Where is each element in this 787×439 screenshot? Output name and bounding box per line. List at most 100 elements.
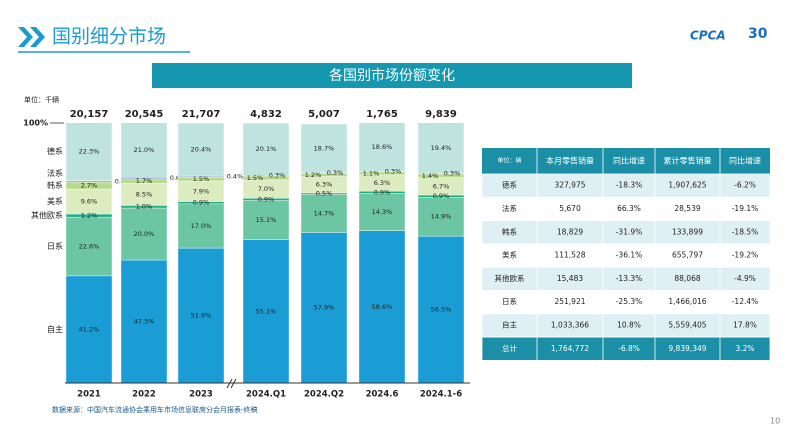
badge: 30 (748, 26, 768, 42)
segment-label: 0.5% (316, 190, 333, 198)
table-header: 同比增速 (729, 156, 761, 166)
bar-segment (417, 122, 465, 174)
series-name: 法系 (47, 168, 63, 178)
table-cell: 251,921 (554, 297, 585, 306)
bar-segment (65, 122, 113, 181)
x-tick-label: 2021 (77, 390, 101, 400)
table-cell: 327,975 (554, 181, 585, 190)
segment-label: 1.2% (305, 171, 322, 179)
chart-banner (152, 63, 632, 88)
segment-label: 7.0% (258, 185, 275, 193)
x-tick-label: 2023 (189, 390, 213, 400)
segment-label: 21.0% (134, 146, 155, 154)
total-label: 20,545 (125, 109, 164, 120)
segment-label: 0.3% (385, 167, 402, 175)
table-cell: 总计 (502, 343, 517, 353)
bar-segment (65, 275, 113, 384)
table-cell: 日系 (502, 296, 517, 306)
series-name: 日系 (47, 241, 63, 251)
bar-segment (242, 239, 290, 384)
table-cell: -25.3% (616, 297, 643, 306)
segment-label: 0.9% (374, 188, 391, 196)
table-cell: 655,797 (672, 251, 703, 260)
bar-segment (242, 200, 290, 240)
table-cell: -6.2% (734, 181, 756, 190)
segment-label: 1.5% (247, 174, 264, 182)
total-label: 1,765 (366, 109, 398, 120)
table-cell: 9,839,349 (668, 344, 706, 353)
segment-label: 7.9% (193, 187, 210, 195)
table-header: 同比增速 (613, 156, 645, 166)
bar-segment (177, 247, 225, 384)
x-tick-label: 2024.6 (366, 390, 399, 400)
segment-label: 41.2% (79, 325, 100, 333)
segment-label: 0.3% (444, 170, 461, 178)
x-tick-label: 2024.Q1 (246, 390, 286, 400)
segment-label: 22.6% (79, 243, 100, 251)
table-cell: 3.2% (735, 344, 754, 353)
series-name: 自主 (47, 324, 63, 334)
table-cell: -4.9% (734, 274, 756, 283)
table-cell: 1,466,016 (668, 297, 706, 306)
table-cell: 5,670 (559, 204, 581, 213)
bar-segment (65, 216, 113, 277)
table-cell: -18.5% (732, 227, 759, 236)
segment-label: 1.5% (193, 175, 210, 183)
table-cell: 15,483 (557, 274, 583, 283)
total-label: 20,157 (70, 109, 109, 120)
table-cell: -31.9% (616, 227, 643, 236)
bar-segment (120, 207, 168, 261)
table-header-bg (482, 148, 770, 174)
total-label: 21,707 (182, 109, 221, 120)
segment-label: 15.1% (256, 216, 277, 224)
segment-label: 56.5% (431, 306, 452, 314)
segment-label: 1.0% (136, 203, 153, 211)
series-name: 其他欧系 (31, 210, 63, 220)
segment-label: 20.4% (191, 146, 212, 154)
segment-label: 55.1% (256, 307, 277, 315)
x-tick-label: 2024.Q2 (304, 390, 344, 400)
segment-label: 1.1% (363, 169, 380, 177)
total-label: 5,007 (308, 109, 340, 120)
table-cell: 1,033,366 (551, 320, 589, 329)
bar-segment (120, 122, 168, 178)
bar-segment (120, 259, 168, 384)
table-header: 累计零售销量 (664, 156, 712, 166)
table-header: 单位：辆 (497, 157, 521, 165)
table-cell: 法系 (502, 203, 517, 213)
source: 数据来源：中国汽车流通协会乘用车市场信息联席分会月报表-终稿 (52, 405, 258, 414)
segment-label: 14.7% (314, 209, 335, 217)
table-cell: 其他欧系 (495, 273, 525, 283)
series-name: 韩系 (47, 180, 63, 190)
segment-label: 1.7% (136, 177, 153, 185)
segment-label: 6.3% (316, 181, 333, 189)
segment-label: 47.3% (134, 318, 155, 326)
total-label: 9,839 (425, 109, 457, 120)
bar-segment (177, 122, 225, 177)
segment-label: 6.3% (374, 179, 391, 187)
x-tick-label: 2024.1-6 (420, 390, 462, 400)
table-cell: -19.2% (732, 251, 759, 260)
table-cell: 88,068 (674, 274, 700, 283)
segment-label: 1.2% (81, 212, 98, 220)
bar-segment (65, 188, 113, 215)
total-label: 4,832 (250, 109, 282, 120)
bar-segment (242, 122, 290, 176)
axis-break (226, 378, 237, 389)
segment-label: 14.3% (372, 208, 393, 216)
table-cell: -36.1% (616, 251, 643, 260)
segment-label: 0.9% (258, 195, 275, 203)
segment-label: 17.0% (191, 222, 212, 230)
chevron-icon (18, 27, 45, 47)
table-cell: -13.3% (616, 274, 643, 283)
table-row-bg (481, 336, 771, 361)
table-cell: -12.4% (732, 297, 759, 306)
segment-label: 22.3% (79, 148, 100, 156)
chart-title: 各国别市场份额变化 (329, 67, 455, 84)
segment-label: 9.6% (81, 198, 98, 206)
table-cell: -6.8% (618, 344, 640, 353)
segment-label: 0.9% (433, 192, 450, 200)
table-cell: 111,528 (554, 251, 585, 260)
bar-segment (417, 235, 465, 384)
